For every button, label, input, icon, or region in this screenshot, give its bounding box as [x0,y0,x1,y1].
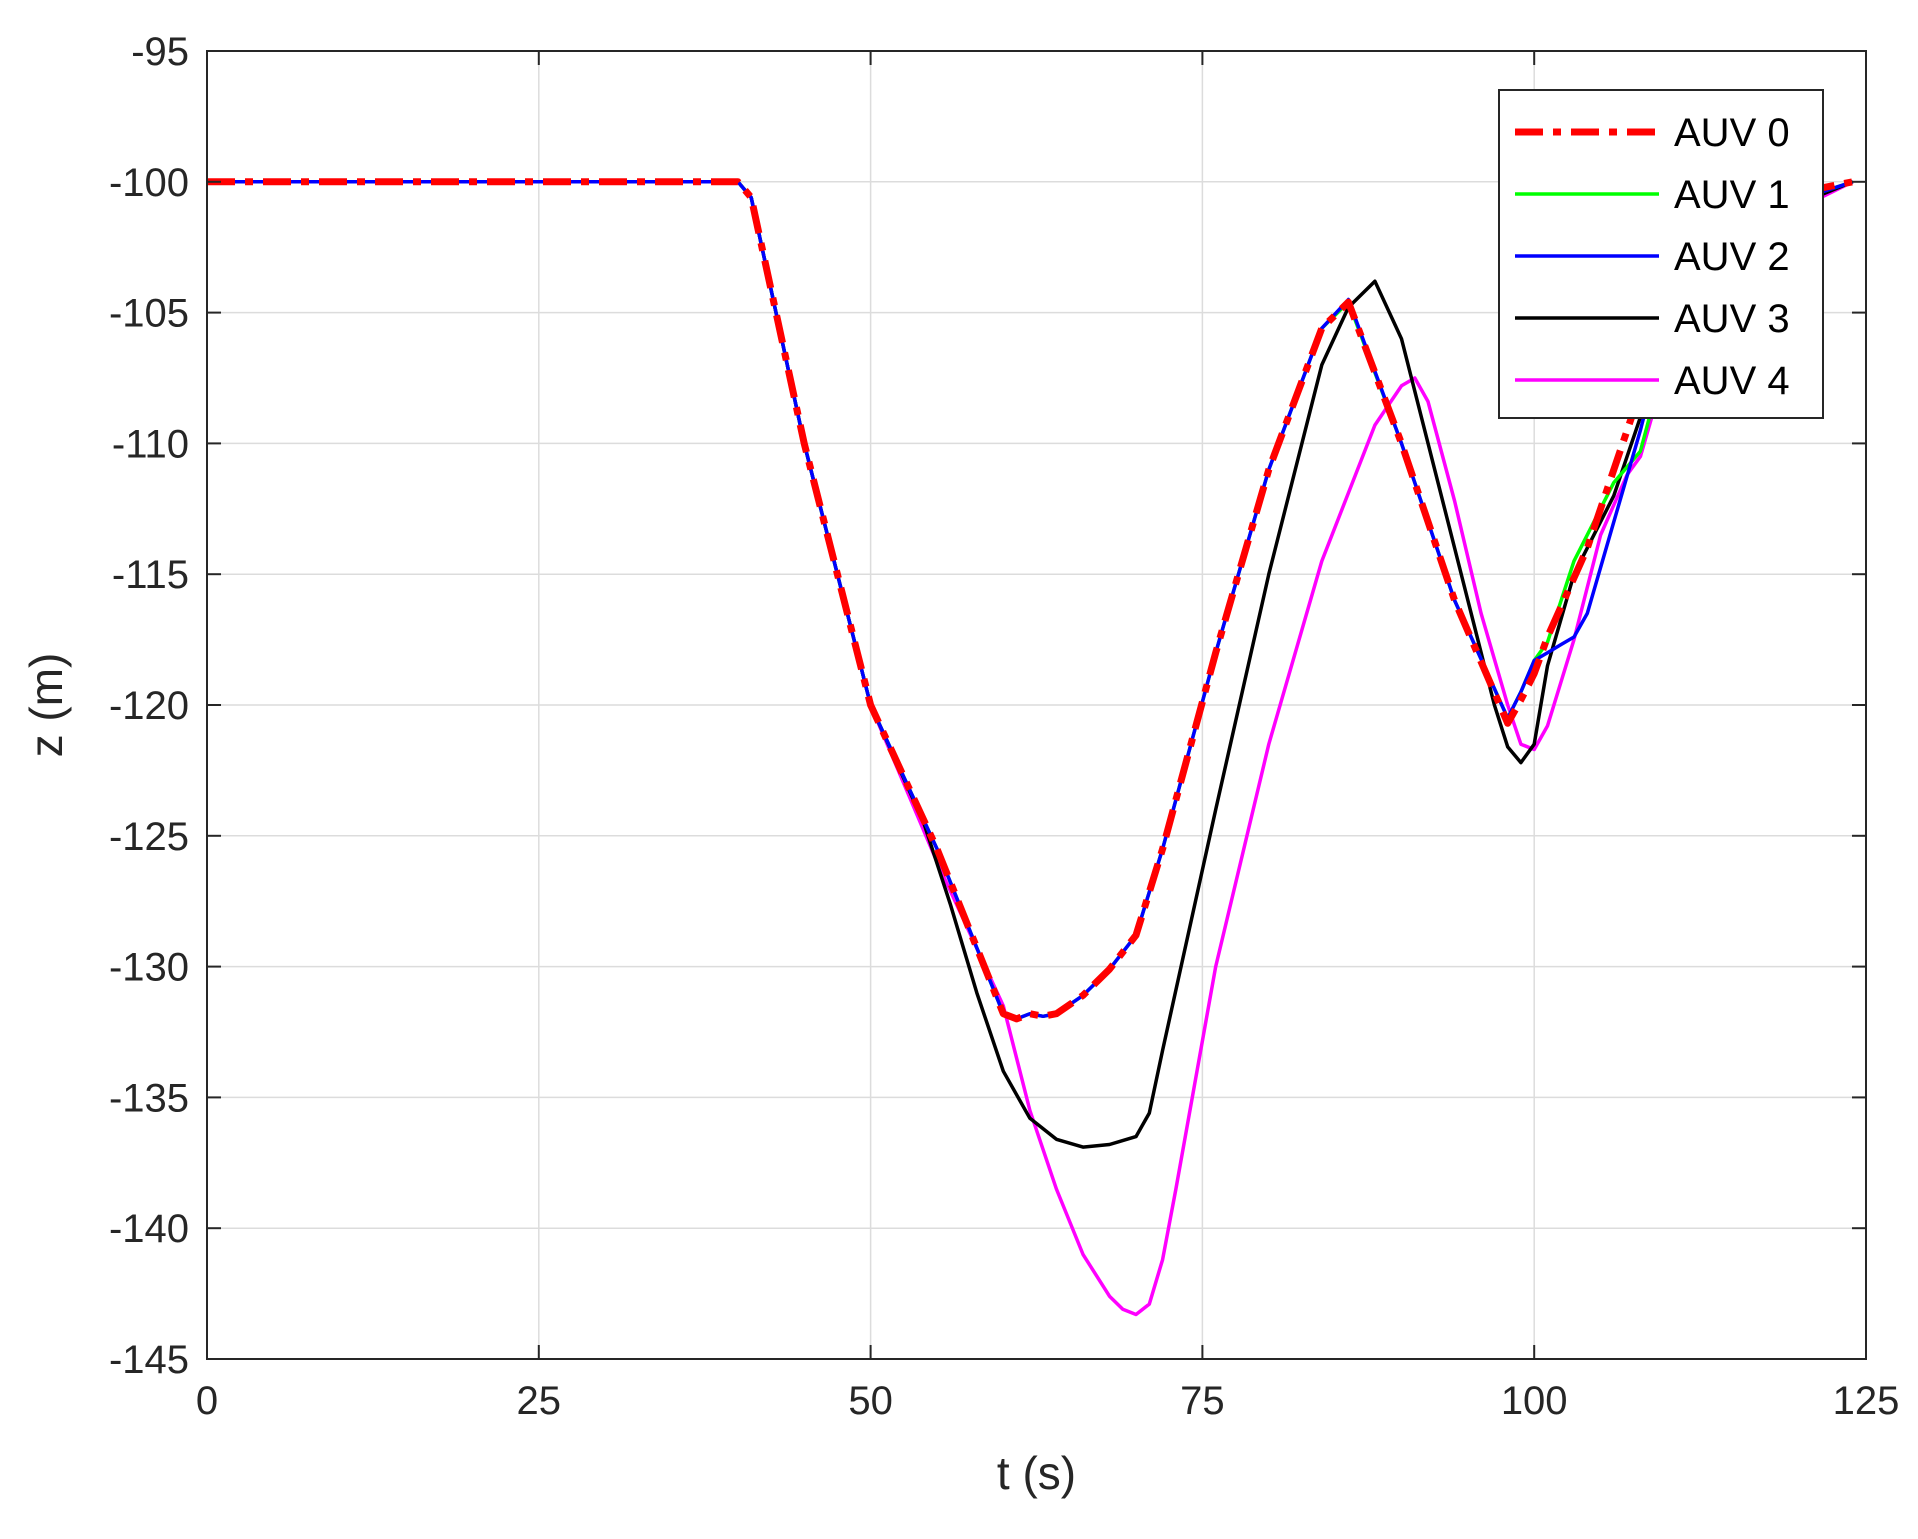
x-tick-label: 100 [1501,1379,1568,1423]
x-tick-label: 50 [848,1379,893,1423]
y-tick-label: -135 [109,1076,189,1120]
y-tick-label: -130 [109,946,189,990]
series-lines [207,178,1854,1317]
y-tick-label: -125 [109,815,189,859]
legend: AUV 0 AUV 1 AUV 2 AUV 3 AUV 4 [1498,89,1824,419]
y-tick-label: -120 [109,684,189,728]
y-tick-label: -140 [109,1207,189,1251]
y-tick-label: -100 [109,161,189,205]
y-axis-label: z (m) [20,653,72,758]
y-tick-label: -145 [109,1338,189,1382]
x-axis-label: t (s) [997,1447,1076,1499]
x-tick-label: 0 [196,1379,218,1423]
series-line-auv-3 [207,180,1854,1149]
y-tick-label: -105 [109,292,189,336]
legend-label: AUV 0 [1674,111,1790,155]
x-tick-label: 25 [517,1379,562,1423]
y-tick-label: -115 [112,553,189,597]
legend-label: AUV 3 [1674,297,1790,341]
y-tick-label: -110 [112,422,189,466]
legend-box [1498,89,1824,419]
series-line-auv-0 [207,178,1854,1023]
legend-label: AUV 4 [1674,359,1790,403]
y-tick-label: -95 [131,30,189,74]
legend-label: AUV 2 [1674,235,1790,279]
axis-ticks: 0 25 50 75 100 125 -95 -100 -105 -110 -115 -120 -125… [109,30,1899,1423]
legend-label: AUV 1 [1674,173,1790,217]
x-tick-label: 75 [1180,1379,1225,1423]
x-tick-label: 125 [1833,1379,1900,1423]
